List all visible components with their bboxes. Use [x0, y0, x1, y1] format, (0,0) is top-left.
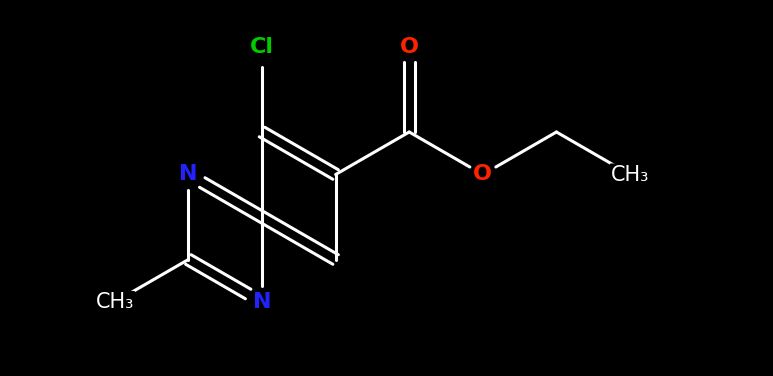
Text: O: O: [400, 37, 419, 57]
Text: N: N: [253, 292, 271, 312]
Text: CH₃: CH₃: [611, 165, 649, 185]
Text: N: N: [179, 164, 198, 185]
Text: O: O: [473, 165, 492, 185]
Text: Cl: Cl: [250, 37, 274, 57]
Text: CH₃: CH₃: [96, 292, 134, 312]
